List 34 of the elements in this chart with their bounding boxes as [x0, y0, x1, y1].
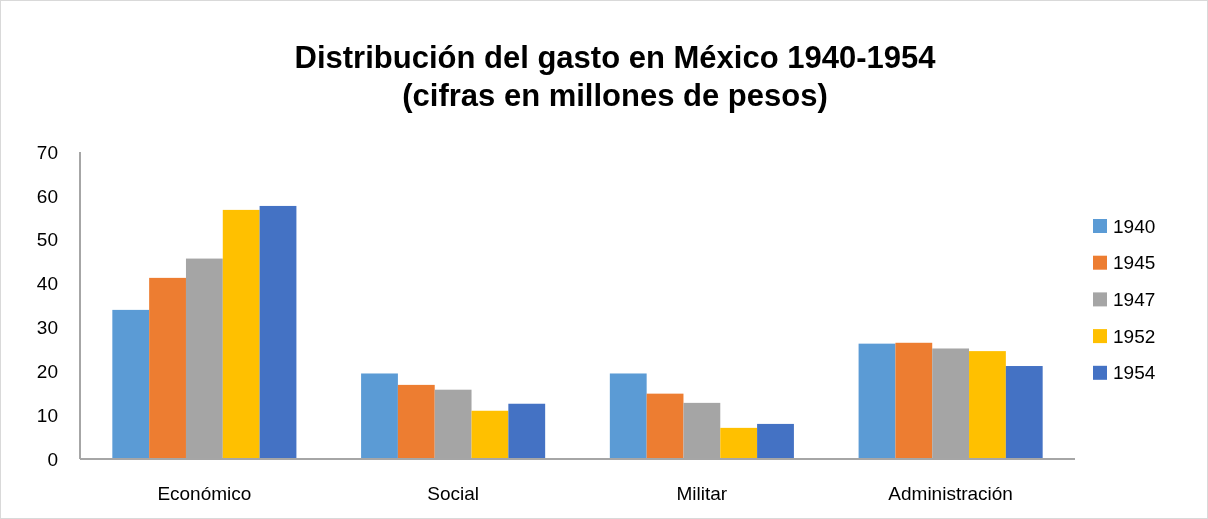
chart-title: Distribución del gasto en México 1940-1954 (cifras en millones de pesos): [294, 40, 937, 113]
bar: [969, 351, 1006, 459]
x-tick-label: Militar: [676, 483, 728, 504]
bar: [149, 277, 186, 459]
y-tick-label: 0: [47, 448, 58, 470]
y-tick-label: 20: [36, 360, 58, 382]
x-tick-label: Social: [427, 483, 479, 504]
bar: [508, 403, 546, 459]
bar: [646, 393, 684, 459]
x-tick-label: Económico: [157, 483, 252, 504]
bar: [222, 209, 260, 459]
legend-label: 1952: [1113, 325, 1156, 347]
x-tick-label: Administración: [888, 483, 1013, 504]
y-tick-label: 70: [36, 141, 58, 163]
bar: [858, 343, 896, 459]
bar: [361, 373, 398, 459]
y-tick-label: 10: [36, 404, 58, 426]
legend-label: 1954: [1113, 362, 1156, 384]
legend-label: 1947: [1113, 289, 1156, 311]
bar: [895, 342, 933, 459]
y-tick-label: 50: [36, 229, 58, 251]
bar: [1005, 366, 1043, 459]
bar: [397, 384, 435, 459]
bar: [720, 427, 758, 459]
legend-label: 1940: [1113, 215, 1156, 237]
y-tick-label: 40: [36, 273, 58, 295]
bar: [259, 205, 297, 459]
bar: [609, 373, 647, 459]
y-tick-label: 30: [36, 317, 58, 339]
bar: [757, 423, 794, 459]
bar: [112, 309, 150, 459]
legend-label: 1945: [1113, 252, 1156, 274]
y-tick-label: 60: [36, 185, 58, 207]
bar: [471, 410, 509, 459]
